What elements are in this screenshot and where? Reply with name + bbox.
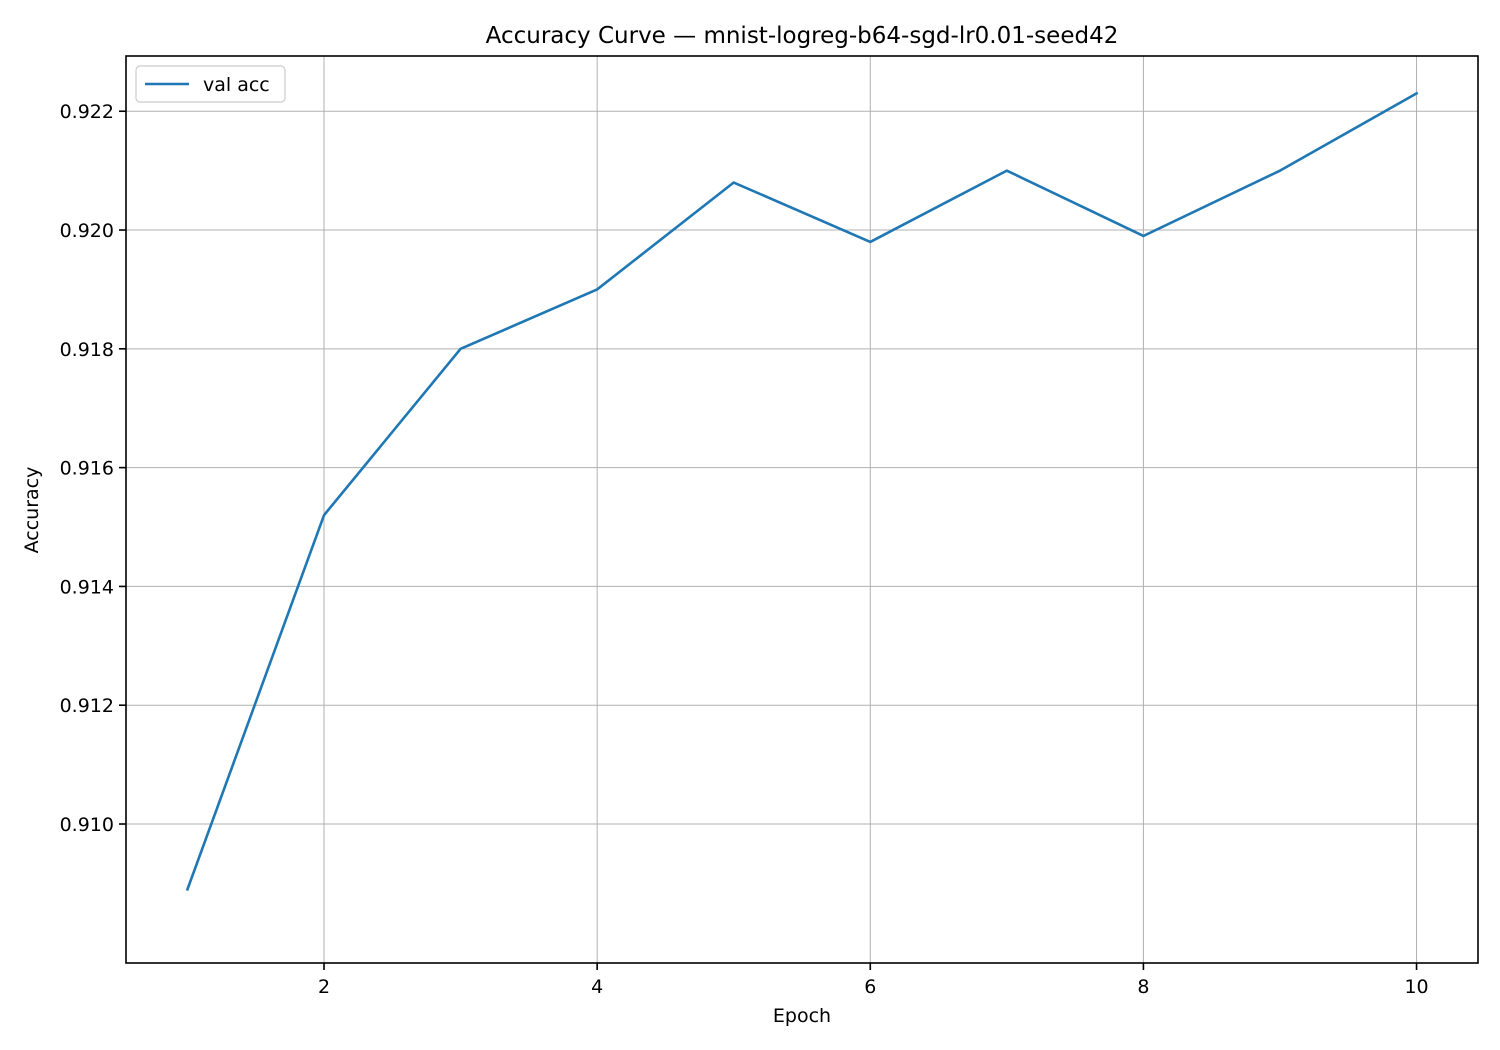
legend-box [135, 65, 286, 103]
legend-label-val-acc: val acc [203, 74, 270, 96]
y-axis-label: Accuracy [21, 467, 43, 554]
y-tick-label: 0.920 [60, 220, 114, 242]
y-tick-label: 0.918 [60, 339, 114, 361]
legend: val acc [135, 65, 286, 103]
x-tick-label: 8 [1137, 976, 1149, 998]
series-layer [185, 91, 1419, 892]
y-tick-label: 0.922 [60, 101, 114, 123]
grid-lines [126, 56, 1478, 963]
x-tick-label: 2 [318, 976, 330, 998]
axis-ticks: 2 4 6 8 10 0.910 0.912 0.914 0.916 0.918 0.920 0.92… [60, 101, 1429, 998]
x-tick-label: 4 [591, 976, 603, 998]
x-tick-label: 10 [1404, 976, 1428, 998]
chart-title: Accuracy Curve — mnist-logreg-b64-sgd-lr… [486, 23, 1119, 49]
x-axis-label: Epoch [773, 1005, 831, 1027]
y-tick-label: 0.912 [60, 695, 114, 717]
y-tick-label: 0.910 [60, 814, 114, 836]
x-tick-label: 6 [864, 976, 876, 998]
series-line-val-acc [185, 91, 1419, 892]
y-tick-label: 0.914 [60, 576, 114, 598]
plot-frame [125, 55, 1479, 964]
y-tick-label: 0.916 [60, 458, 114, 480]
